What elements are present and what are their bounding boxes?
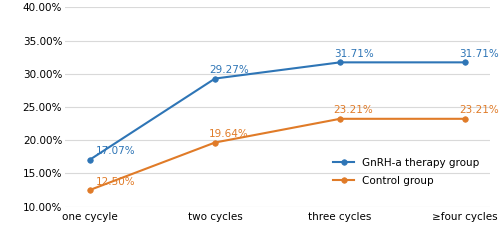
Control group <box>337 117 343 120</box>
Line: Control group: Control group <box>87 116 468 193</box>
Control group <box>212 141 218 144</box>
Text: 12.50%: 12.50% <box>96 177 136 187</box>
GnRH-a therapy group <box>87 158 93 161</box>
Line: GnRH-a therapy group: GnRH-a therapy group <box>87 60 468 162</box>
Text: 31.71%: 31.71% <box>459 49 498 59</box>
Control group <box>462 117 468 120</box>
GnRH-a therapy group <box>462 61 468 64</box>
GnRH-a therapy group <box>212 77 218 80</box>
Text: 17.07%: 17.07% <box>96 146 136 156</box>
GnRH-a therapy group <box>337 61 343 64</box>
Text: 19.64%: 19.64% <box>209 129 248 139</box>
Text: 23.21%: 23.21% <box>334 105 374 115</box>
Legend: GnRH-a therapy group, Control group: GnRH-a therapy group, Control group <box>328 153 485 191</box>
Text: 23.21%: 23.21% <box>459 105 498 115</box>
Control group <box>87 189 93 191</box>
Text: 31.71%: 31.71% <box>334 49 374 59</box>
Text: 29.27%: 29.27% <box>209 65 248 75</box>
